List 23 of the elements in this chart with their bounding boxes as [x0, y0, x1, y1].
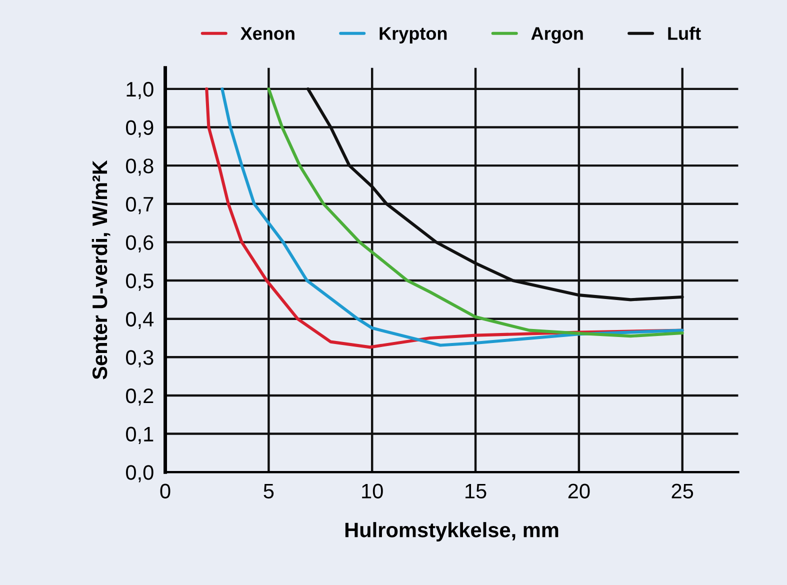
- y-tick-label: 0,0: [126, 465, 154, 482]
- legend-label: Krypton: [380, 27, 447, 44]
- legend-label: Xenon: [240, 27, 294, 40]
- y-tick-label: 0,8: [126, 158, 154, 176]
- y-tick-label: 0,2: [126, 388, 154, 406]
- y-tick-label: 1,0: [126, 82, 154, 100]
- y-tick-label: 0,1: [126, 426, 154, 444]
- legend-label: Argon: [531, 27, 583, 44]
- x-tick-label: 10: [362, 484, 383, 499]
- y-tick-label: 0,5: [126, 274, 154, 291]
- x-tick-label: 20: [568, 484, 590, 499]
- x-tick-label: 15: [466, 484, 486, 499]
- x-tick-label: 25: [672, 484, 694, 499]
- y-tick-label: 0,4: [126, 312, 154, 330]
- y-tick-label: 0,6: [126, 235, 154, 252]
- x-tick-label: 0: [160, 484, 170, 499]
- x-tick-label: 5: [264, 484, 274, 499]
- y-tick-label: 0,7: [126, 196, 154, 214]
- legend-label: Luft: [668, 26, 701, 40]
- y-tick-label: 0,9: [126, 120, 154, 138]
- y-tick-label: 0,3: [126, 350, 154, 368]
- x-axis-title: Hulromstykkelse, mm: [345, 522, 558, 542]
- y-axis-title: Senter U-verdi, W/m²K: [92, 160, 110, 380]
